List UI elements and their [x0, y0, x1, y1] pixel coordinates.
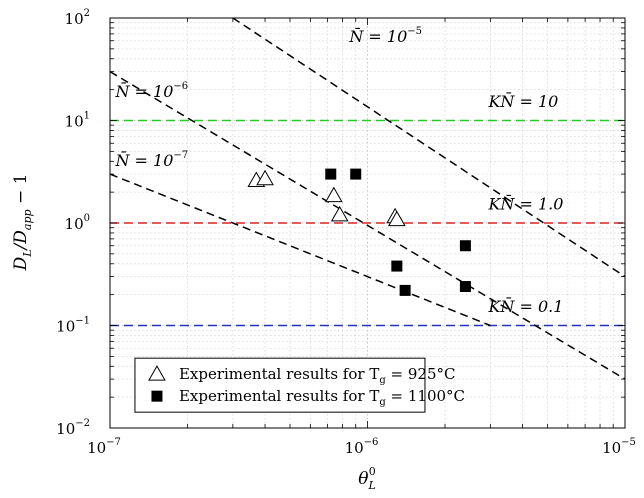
- triangle-marker: [324, 186, 343, 203]
- y-tick-label: 102: [65, 8, 90, 28]
- y-axis-label: DL/Dapp − 1: [11, 174, 34, 272]
- line-annotations: KN̄ = 10 KN̄ = 1.0 KN̄ = 0.1 N̄ = 10−5 N̄ = …: [114, 25, 563, 316]
- horizontal-line-label: KN̄ = 1.0: [487, 193, 563, 214]
- square-marker: [350, 168, 362, 180]
- square-marker: [399, 284, 411, 296]
- triangle-marker: [387, 210, 406, 227]
- y-tick-label: 10−2: [56, 418, 90, 438]
- horizontal-line-label: KN̄ = 0.1: [487, 295, 563, 316]
- y-tick-label: 100: [65, 213, 90, 233]
- x-axis-label: θL0: [358, 465, 376, 492]
- square-marker: [325, 168, 337, 180]
- diagonal-line-label: N̄ = 10−5: [348, 25, 422, 46]
- square-marker: [459, 281, 471, 293]
- triangle-marker: [148, 365, 166, 381]
- legend-entry-text: Experimental results for Tg = 1100°C: [179, 387, 465, 408]
- legend-entry-text: Experimental results for Tg = 925°C: [179, 365, 456, 386]
- x-tick-label: 10−6: [345, 437, 379, 457]
- square-marker: [391, 260, 403, 272]
- legend: Experimental results for Tg = 925°CExper…: [134, 357, 465, 413]
- y-tick-label: 101: [65, 111, 90, 131]
- horizontal-reference-lines: [110, 119, 625, 327]
- triangle-marker: [330, 205, 349, 222]
- axis-ticks: 10−7 10−6 10−5 10−2 10−1 100 101 102: [56, 8, 636, 457]
- legend-box: [134, 357, 426, 413]
- data-markers: [247, 168, 471, 296]
- y-tick-label: 10−1: [56, 316, 90, 336]
- horizontal-line-label: KN̄ = 10: [487, 90, 558, 111]
- diagonal-line-label: N̄ = 10−6: [114, 80, 188, 101]
- diagonal-reference-line: [232, 17, 626, 278]
- diagonal-reference-lines: [109, 17, 626, 380]
- diagonal-line-label: N̄ = 10−7: [114, 149, 188, 170]
- square-marker: [459, 240, 471, 252]
- diagonal-reference-line: [109, 70, 626, 380]
- square-marker: [151, 390, 163, 402]
- x-tick-label: 10−7: [87, 437, 121, 457]
- x-tick-label: 10−5: [602, 437, 636, 457]
- diagonal-reference-line: [109, 173, 491, 327]
- triangle-marker: [256, 169, 274, 186]
